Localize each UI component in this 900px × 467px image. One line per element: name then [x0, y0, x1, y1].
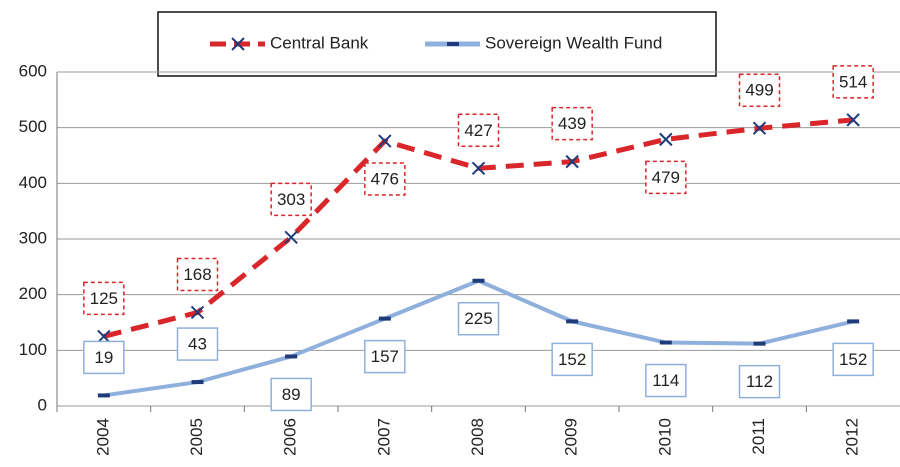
point-marker: [471, 161, 486, 176]
data-label: 43: [188, 335, 207, 354]
data-label-box: [551, 106, 593, 141]
point-marker: [753, 341, 766, 346]
point-marker: [659, 340, 672, 345]
data-label-box: [738, 364, 781, 399]
y-tick-label: 600: [19, 61, 47, 80]
y-tick-label: 200: [19, 284, 47, 303]
point-marker: [846, 113, 860, 127]
point-marker: [190, 305, 205, 320]
data-label-box: [738, 73, 781, 107]
data-label-box: [270, 182, 312, 217]
data-label: 157: [371, 347, 399, 366]
data-label: 303: [277, 190, 305, 209]
data-label: 152: [558, 350, 586, 369]
data-label: 152: [839, 350, 867, 369]
x-tick-label: 2010: [655, 418, 674, 456]
point-marker: [378, 316, 391, 321]
point-marker: [285, 354, 298, 359]
point-marker: [472, 278, 485, 283]
point-marker: [97, 393, 110, 398]
y-tick-label: 500: [19, 117, 47, 136]
y-tick-label: 0: [38, 395, 47, 414]
x-tick-label: 2005: [187, 418, 206, 456]
x-tick-label: 2011: [749, 418, 768, 455]
data-label-box: [457, 113, 500, 148]
x-tick-label: 2008: [468, 418, 487, 456]
point-marker: [566, 319, 579, 324]
x-tick-label: 2004: [93, 418, 112, 456]
point-marker: [847, 319, 860, 324]
data-label: 479: [652, 168, 680, 187]
data-label: 514: [839, 72, 867, 91]
point-marker: [191, 380, 204, 385]
legend-marker: [231, 37, 245, 51]
legend-marker: [447, 42, 459, 46]
legend-label: Sovereign Wealth Fund: [485, 33, 662, 52]
data-label-box: [457, 302, 500, 336]
data-label-box: [83, 340, 125, 375]
point-marker: [97, 329, 111, 344]
data-label: 168: [183, 265, 211, 284]
data-label: 114: [652, 371, 679, 390]
y-tick-label: 100: [19, 340, 47, 359]
data-label: 499: [745, 81, 773, 100]
data-label-box: [176, 327, 219, 361]
x-tick-label: 2006: [281, 418, 300, 456]
y-tick-label: 300: [19, 228, 47, 247]
data-label-box: [364, 339, 406, 374]
data-label: 476: [371, 170, 399, 189]
point-marker: [565, 154, 579, 169]
point-marker: [378, 134, 392, 148]
data-label-box: [645, 160, 687, 195]
data-label: 125: [90, 289, 118, 308]
x-tick-label: 2007: [374, 418, 393, 456]
data-label: 112: [746, 372, 773, 391]
data-label-box: [551, 342, 593, 377]
x-tick-label: 2012: [843, 418, 862, 456]
data-label-box: [364, 162, 406, 196]
data-label-box: [832, 65, 874, 99]
point-marker: [752, 121, 767, 135]
data-label: 225: [464, 309, 492, 328]
data-label: 19: [94, 348, 113, 367]
legend-label: Central Bank: [270, 33, 369, 52]
data-label: 439: [558, 114, 586, 133]
data-label-box: [83, 281, 125, 316]
data-label-box: [270, 377, 312, 412]
y-tick-label: 400: [19, 173, 47, 192]
point-marker: [659, 132, 673, 147]
data-label-box: [832, 342, 874, 377]
data-label: 89: [282, 385, 301, 404]
x-tick-label: 2009: [562, 418, 581, 456]
data-label-box: [176, 257, 219, 292]
data-label: 427: [464, 121, 492, 140]
point-marker: [284, 230, 298, 245]
data-label-box: [645, 363, 687, 398]
